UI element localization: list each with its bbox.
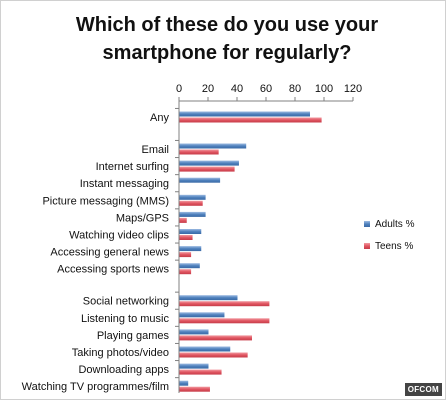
legend: Adults % Teens % — [364, 219, 415, 252]
x-tick-label: 0 — [176, 83, 182, 95]
bar-teens — [179, 335, 252, 341]
x-tick-label: 60 — [260, 83, 272, 95]
bar-adults — [179, 246, 202, 252]
chart-title-line-2: smartphone for regularly? — [103, 42, 352, 64]
bar-teens — [179, 149, 219, 155]
bar-adults — [179, 229, 202, 234]
x-tick-label: 100 — [315, 83, 333, 95]
bar-adults — [179, 312, 225, 318]
x-tick-label: 40 — [231, 83, 243, 95]
category-label: Watching video clips — [69, 230, 169, 242]
category-label: Downloading apps — [78, 364, 169, 376]
bar-adults — [179, 263, 200, 269]
plot-area: 0 20 40 60 80 100 120 Any Email Internet surfing I… — [22, 83, 363, 393]
bar-adults — [179, 346, 231, 352]
category-label: Social networking — [83, 296, 169, 308]
chart-title-line-1: Which of these do you use your — [76, 14, 378, 36]
category-label: Internet surfing — [96, 161, 169, 173]
bar-teens — [179, 217, 187, 223]
x-tick-label: 80 — [289, 83, 301, 95]
bar-adults — [179, 111, 310, 117]
x-tick-label: 20 — [202, 83, 214, 95]
category-label: Any — [150, 112, 169, 124]
category-label: Accessing general news — [50, 247, 169, 259]
category-label: Watching TV programmes/film — [22, 381, 169, 393]
bar-adults — [179, 177, 221, 183]
bar-teens — [179, 369, 222, 375]
bar-teens — [179, 235, 193, 240]
bar-adults — [179, 295, 238, 301]
category-label: Maps/GPS — [116, 212, 169, 224]
bar-teens — [179, 318, 270, 324]
category-label: Email — [141, 144, 169, 156]
bar-teens — [179, 200, 203, 206]
legend-label: Teens % — [375, 241, 413, 252]
legend-label: Adults % — [375, 219, 415, 230]
legend-swatch — [364, 221, 370, 227]
ofcom-logo: OFCOM — [404, 383, 442, 396]
category-label: Playing games — [97, 330, 170, 342]
bar-teens — [179, 252, 192, 258]
category-label: Listening to music — [81, 313, 170, 325]
bar-adults — [179, 160, 239, 166]
bar-adults — [179, 211, 206, 217]
category-label: Picture messaging (MMS) — [42, 195, 169, 207]
bar-teens — [179, 269, 192, 275]
bar-teens — [179, 352, 248, 358]
bar-adults — [179, 194, 206, 200]
bar-adults — [179, 363, 209, 369]
x-tick-label: 120 — [344, 83, 362, 95]
bar-adults — [179, 329, 209, 335]
bar-adults — [179, 143, 247, 149]
legend-swatch — [364, 243, 370, 249]
category-label: Instant messaging — [80, 178, 169, 190]
bar-teens — [179, 166, 235, 172]
bar-teens — [179, 117, 322, 123]
category-label: Accessing sports news — [57, 264, 169, 276]
bar-adults — [179, 380, 189, 386]
category-label: Taking photos/video — [72, 347, 169, 359]
bar-teens — [179, 301, 270, 307]
bar-teens — [179, 386, 210, 392]
